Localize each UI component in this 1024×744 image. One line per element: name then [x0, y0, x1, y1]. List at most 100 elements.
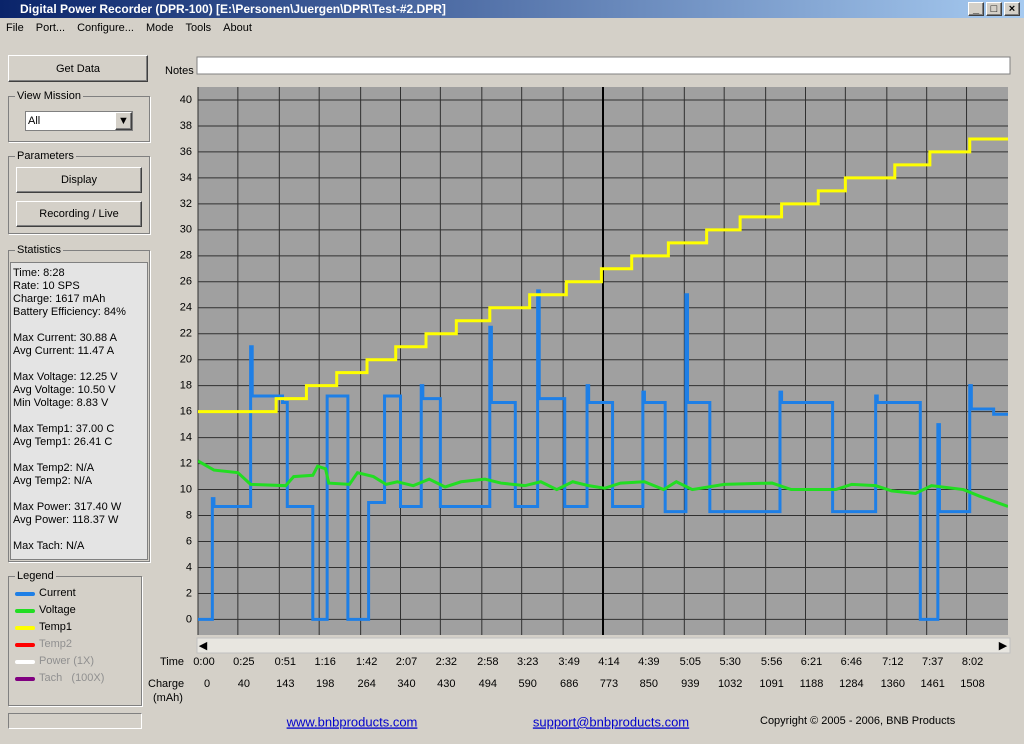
legend-label: Current: [39, 587, 76, 599]
charge-tick-label: 1091: [759, 678, 783, 690]
x-tick-label: 6:46: [841, 656, 862, 668]
scroll-left[interactable]: ◀: [199, 640, 208, 652]
x-tick-label: 0:00: [193, 656, 214, 668]
charge-tick-label: 430: [437, 678, 455, 690]
x-tick-label: 4:14: [598, 656, 619, 668]
y-tick-label: 36: [180, 146, 192, 158]
y-tick-label: 0: [186, 613, 192, 625]
legend-swatch: [15, 643, 35, 647]
legend-label: Tach (100X): [39, 672, 105, 684]
group-label: Parameters: [15, 150, 76, 162]
charge-tick-label: 40: [238, 678, 250, 690]
stat-line: Max Temp2: N/A: [13, 462, 95, 474]
y-tick-label: 18: [180, 380, 192, 392]
y-tick-label: 40: [180, 94, 192, 106]
website-link[interactable]: www.bnbproducts.com: [286, 714, 418, 729]
charge-tick-label: 939: [681, 678, 699, 690]
x-tick-label: 3:49: [558, 656, 579, 668]
charge-tick-label: 198: [316, 678, 334, 690]
charge-tick-label: 1284: [839, 678, 863, 690]
x-tick-label: 2:07: [396, 656, 417, 668]
group-label: Legend: [15, 570, 56, 582]
display-button[interactable]: Display: [16, 167, 142, 193]
legend-label: Power (1X): [39, 655, 95, 667]
stat-line: Max Current: 30.88 A: [13, 332, 117, 344]
legend-swatch: [15, 592, 35, 596]
menu-item[interactable]: Tools: [185, 22, 212, 34]
copyright: Copyright © 2005 - 2006, BNB Products: [760, 715, 956, 727]
charge-tick-label: 340: [397, 678, 415, 690]
group-label: View Mission: [15, 90, 83, 102]
maximize[interactable]: □: [986, 2, 1002, 16]
menu-item[interactable]: Configure...: [77, 22, 134, 34]
charge-tick-label: 1508: [960, 678, 984, 690]
x-tick-label: 2:32: [436, 656, 457, 668]
get-data-button[interactable]: Get Data: [8, 55, 148, 82]
x-tick-label: 8:02: [962, 656, 983, 668]
y-tick-label: 28: [180, 250, 192, 262]
legend-swatch: [15, 626, 35, 630]
y-tick-label: 38: [180, 120, 192, 132]
x-tick-label: 7:12: [882, 656, 903, 668]
scrollbar[interactable]: [196, 637, 1011, 654]
stat-line: Charge: 1617 mAh: [13, 293, 106, 305]
minimize[interactable]: _: [968, 2, 984, 16]
x-tick-label: 0:25: [233, 656, 254, 668]
menu-item[interactable]: Mode: [145, 22, 174, 34]
charge-tick-label: 590: [519, 678, 537, 690]
legend-swatch: [15, 660, 35, 664]
series-line: [198, 289, 1008, 621]
menu-bar: File Port... Configure... Mode Tools About: [0, 19, 258, 37]
stat-line: Min Voltage: 8.83 V: [13, 397, 109, 409]
stat-line: Avg Temp2: N/A: [13, 475, 93, 487]
notes-label: Notes: [165, 65, 194, 77]
dropdown-arrow[interactable]: ▼: [115, 112, 132, 130]
notes-input[interactable]: [196, 56, 1011, 75]
select-value: All: [28, 115, 41, 127]
legend-item: Temp2: [15, 638, 135, 652]
charge-tick-label: 773: [600, 678, 618, 690]
stat-line: Time: 8:28: [13, 267, 65, 279]
legend-label: Temp2: [39, 638, 73, 650]
legend-swatch: [15, 677, 35, 681]
y-tick-label: 14: [180, 432, 192, 444]
y-tick-label: 22: [180, 328, 192, 340]
title-bar: Digital Power Recorder (DPR-100) [E:\Per…: [0, 0, 1024, 18]
charge-tick-label: 1188: [800, 678, 824, 690]
stat-line: Max Voltage: 12.25 V: [13, 371, 118, 383]
y-tick-label: 4: [186, 561, 192, 573]
legend-label: Voltage: [39, 604, 76, 616]
y-tick-label: 20: [180, 354, 192, 366]
legend-item: Tach (100X): [15, 672, 135, 686]
statistics-group: Statistics Time: 8:28 Rate: 10 SPS Charge:…: [8, 244, 150, 562]
y-tick-label: 34: [180, 172, 192, 184]
recording-button[interactable]: Recording / Live: [16, 201, 142, 227]
menu-item[interactable]: File: [6, 22, 24, 34]
window-controls: _ □ ×: [968, 2, 1020, 16]
scroll-right[interactable]: ▶: [999, 640, 1008, 652]
window-title: Digital Power Recorder (DPR-100) [E:\Per…: [20, 2, 446, 16]
stat-line: Avg Temp1: 26.41 C: [13, 436, 113, 448]
mission-select[interactable]: All ▼: [25, 111, 133, 131]
y-tick-label: 26: [180, 276, 192, 288]
x-tick-label: 5:56: [761, 656, 782, 668]
menu-item[interactable]: About: [223, 22, 252, 34]
y-tick-label: 16: [180, 406, 192, 418]
y-tick-label: 8: [186, 509, 192, 521]
charge-tick-label: 850: [640, 678, 658, 690]
charge-tick-label: 1032: [718, 678, 742, 690]
series-line: [198, 137, 1008, 414]
legend-item: Voltage: [15, 604, 135, 618]
close[interactable]: ×: [1004, 2, 1020, 16]
charge-unit: (mAh): [153, 692, 183, 704]
statistics-panel: Time: 8:28 Rate: 10 SPS Charge: 1617 mAh Ba…: [10, 262, 148, 560]
menu-item[interactable]: Port...: [35, 22, 66, 34]
stat-line: Rate: 10 SPS: [13, 280, 80, 292]
support-link[interactable]: support@bnbproducts.com: [533, 714, 689, 729]
stat-line: Max Tach: N/A: [13, 540, 85, 552]
status-bar: [8, 713, 142, 729]
legend-swatch: [15, 609, 35, 613]
x-tick-label: 5:05: [680, 656, 701, 668]
